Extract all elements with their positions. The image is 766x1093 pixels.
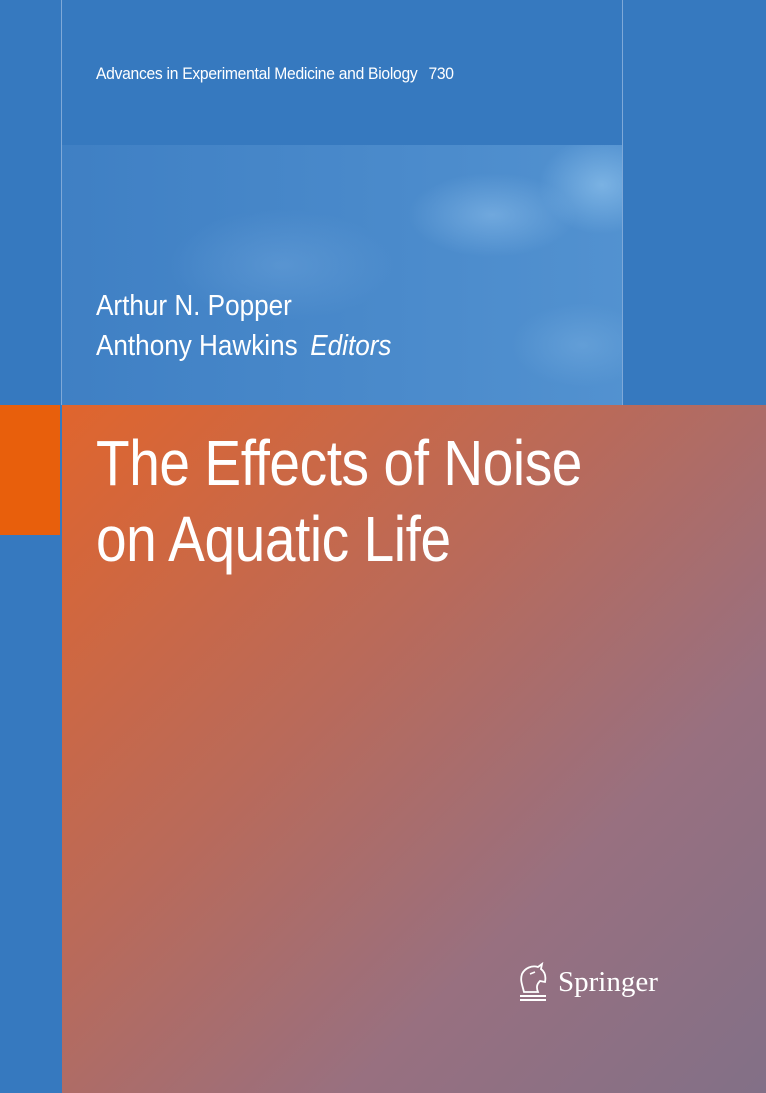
title-line: The Effects of Noise [96,427,582,499]
accent-tab [0,405,60,535]
series-name: Advances in Experimental Medicine and Bi… [96,64,418,83]
series-title: Advances in Experimental Medicine and Bi… [96,64,454,84]
divider-line [61,0,62,405]
publisher-logo: Springer [516,962,658,1002]
editor-name: Anthony Hawkins [96,330,298,362]
editors-role: Editors [310,330,392,362]
volume-number: 730 [428,64,454,83]
divider-line [622,0,623,405]
publisher-name: Springer [558,965,658,998]
cover-texture-image [62,145,622,405]
springer-horse-icon [520,962,547,1001]
title-line: on Aquatic Life [96,503,451,575]
editors-block: Arthur N. Popper Anthony Hawkins Editors [96,286,391,366]
book-title: The Effects of Noise on Aquatic Life [96,425,582,577]
title-panel [62,405,766,1093]
editor-name: Arthur N. Popper [96,290,292,322]
